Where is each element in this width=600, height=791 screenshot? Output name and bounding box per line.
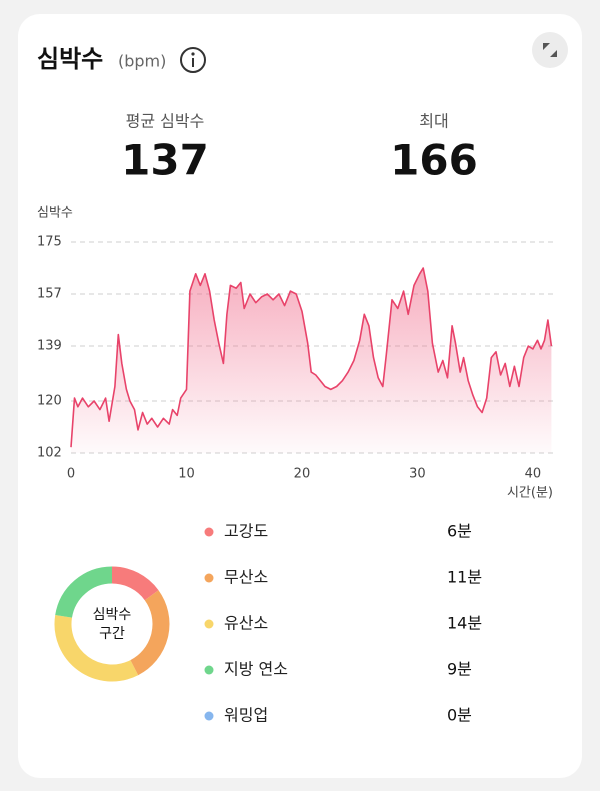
legend-value: 9분 [447, 660, 472, 679]
x-tick-label: 20 [294, 467, 311, 482]
legend-value: 14분 [447, 614, 482, 633]
x-tick-label: 30 [409, 467, 426, 482]
stat-label: 평균 심박수 [126, 112, 205, 131]
donut-center-label: 심박수 [93, 607, 132, 623]
legend-name: 고강도 [224, 522, 268, 541]
legend-value: 11분 [447, 568, 482, 587]
y-axis-label: 심박수 [37, 206, 73, 221]
donut-segment [130, 590, 170, 676]
stat-value: 166 [390, 136, 478, 185]
donut-center-label: 구간 [99, 626, 125, 642]
legend-dot [204, 711, 214, 721]
legend-name: 지방 연소 [224, 660, 288, 679]
unit: (bpm) [118, 52, 166, 71]
expand-button[interactable] [532, 32, 568, 68]
legend-dot [204, 665, 214, 675]
legend-dot [204, 619, 214, 629]
legend-value: 6분 [447, 522, 472, 541]
x-tick-label: 10 [178, 467, 195, 482]
title: 심박수 [37, 45, 103, 73]
legend-name: 유산소 [224, 614, 268, 633]
stat-label: 최대 [419, 112, 448, 131]
info-icon[interactable] [180, 47, 206, 73]
x-tick-label: 0 [67, 467, 75, 482]
legend-dot [204, 573, 214, 583]
y-tick-label: 139 [37, 339, 62, 354]
x-tick-label: 40 [525, 467, 542, 482]
donut-segment [55, 566, 113, 619]
stat-value: 137 [121, 136, 209, 185]
donut-segment [111, 566, 159, 601]
donut-segment [54, 615, 139, 682]
legend-name: 무산소 [224, 568, 268, 587]
legend-name: 워밍업 [224, 706, 268, 725]
x-axis-label: 시간(분) [507, 486, 553, 501]
legend-value: 0분 [447, 706, 472, 725]
y-tick-label: 102 [37, 446, 62, 461]
line [70, 267, 553, 448]
area [71, 268, 552, 453]
y-tick-label: 175 [37, 235, 62, 250]
legend-dot [204, 527, 214, 537]
y-tick-label: 120 [37, 393, 62, 408]
y-tick-label: 157 [37, 287, 62, 302]
